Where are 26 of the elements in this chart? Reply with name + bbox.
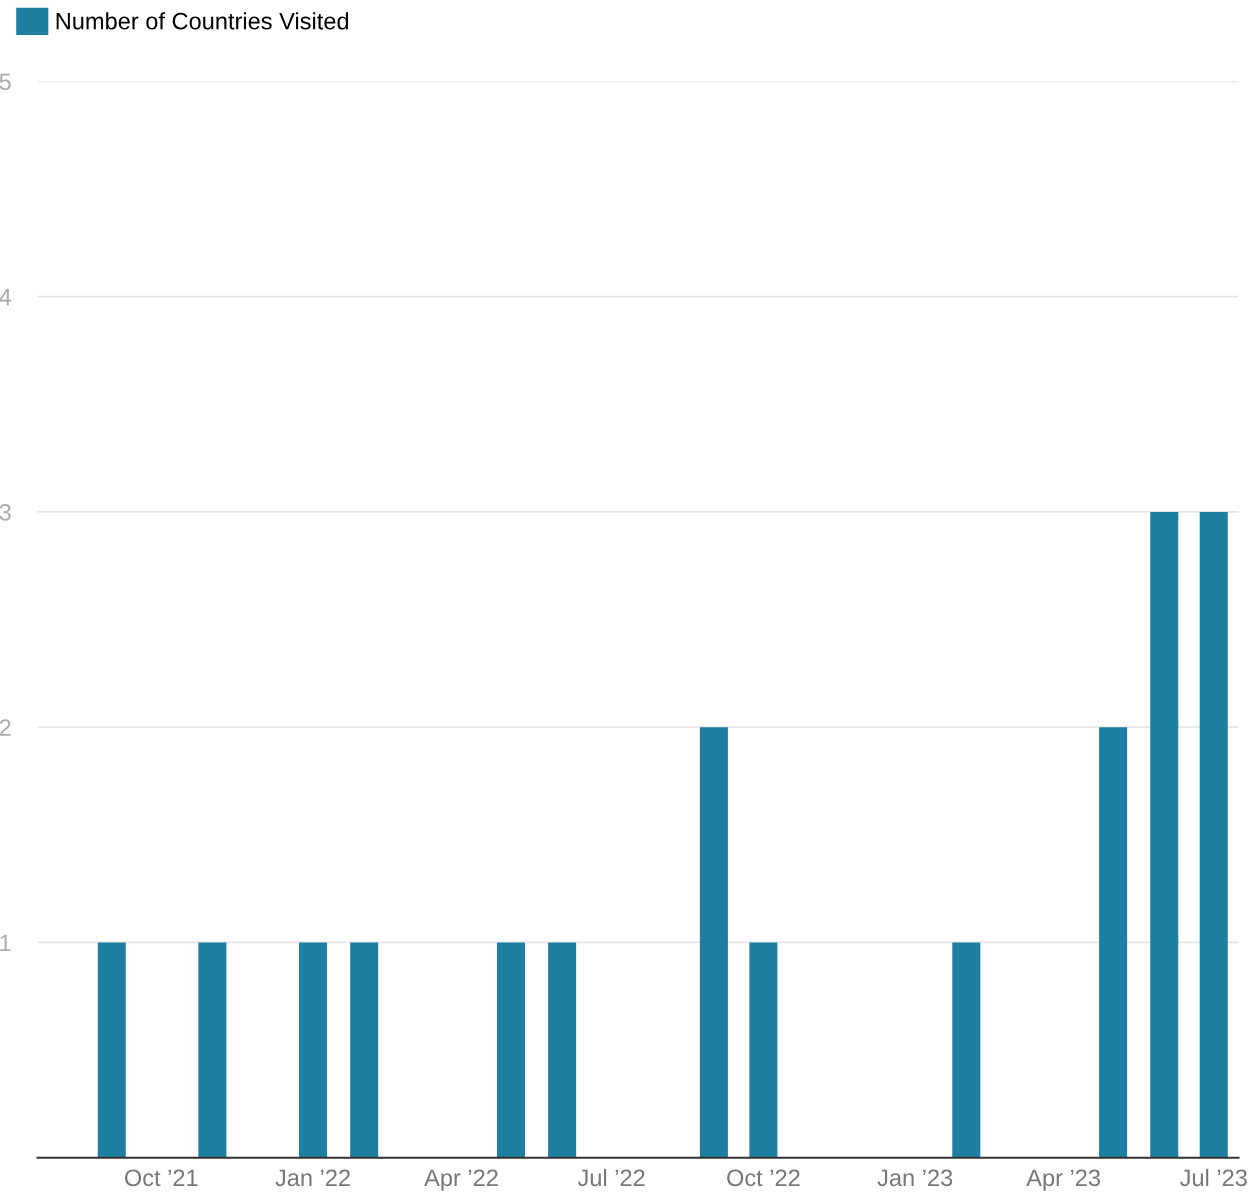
bar <box>97 942 126 1158</box>
y-tick-label: 1 <box>0 934 11 951</box>
y-tick-label: 5 <box>0 73 11 91</box>
y-tick-label: 2 <box>0 719 11 736</box>
bar <box>952 942 981 1158</box>
legend-label: Number of Countries Visited <box>56 12 349 30</box>
x-tick-label: Apr ’22 <box>424 1169 498 1191</box>
bar <box>198 942 227 1158</box>
y-tick-label: 4 <box>0 288 12 306</box>
bar <box>548 942 577 1158</box>
bar <box>1099 727 1128 1158</box>
bar <box>350 942 379 1158</box>
bar <box>1150 511 1179 1158</box>
x-tick-label: Jan ’23 <box>877 1169 953 1187</box>
x-tick-label: Jul ’22 <box>577 1168 645 1187</box>
x-tick-label: Oct ’21 <box>124 1169 198 1187</box>
bar <box>1199 511 1228 1158</box>
x-tick-label: Jul ’23 <box>1179 1168 1247 1187</box>
bar <box>299 942 328 1158</box>
x-tick-label: Oct ’22 <box>727 1169 800 1187</box>
x-tick-label: Jan ’22 <box>275 1169 350 1187</box>
bar <box>496 942 526 1158</box>
y-tick-label: 3 <box>0 503 11 521</box>
bar <box>749 942 778 1158</box>
bar <box>699 727 728 1158</box>
x-tick-label: Apr ’23 <box>1026 1169 1100 1191</box>
